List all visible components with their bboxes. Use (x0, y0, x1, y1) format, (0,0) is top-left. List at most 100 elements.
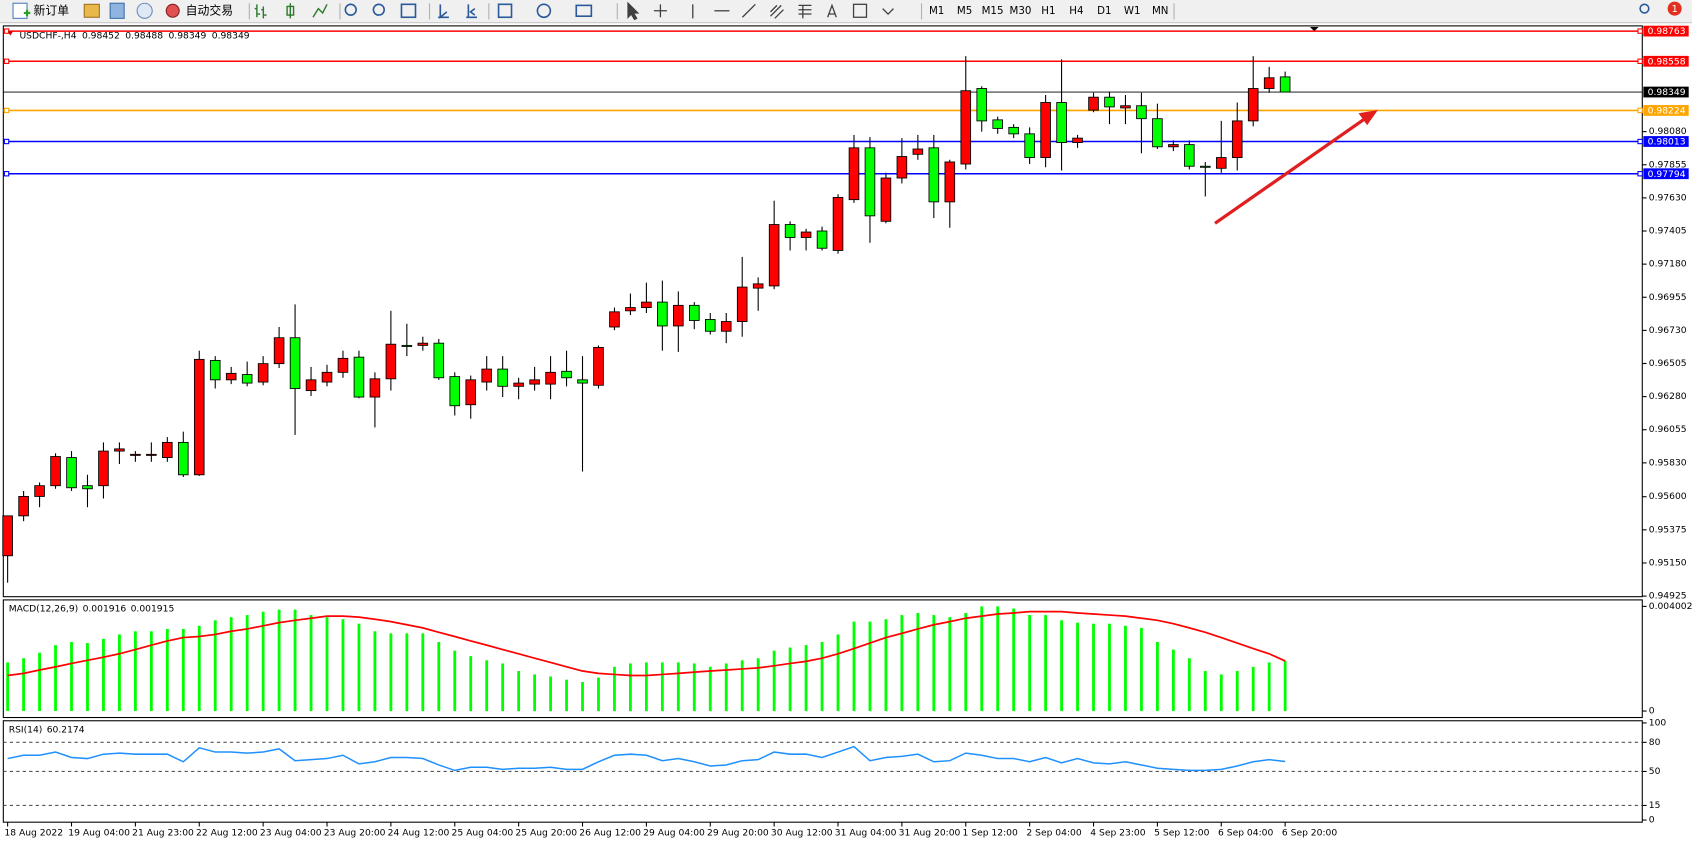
toolbar-button[interactable] (109, 2, 125, 19)
macd-bar (549, 676, 552, 712)
timeframe-button[interactable]: D1 (1097, 5, 1111, 17)
macd-bar (229, 617, 233, 712)
main-panel-frame (2, 25, 1643, 598)
label-button[interactable] (852, 3, 868, 18)
macd-bar (389, 633, 393, 712)
x-tick-label: 29 Aug 20:00 (707, 827, 769, 838)
trendline-button[interactable] (741, 3, 756, 18)
macd-bar (22, 658, 26, 712)
candle-body (704, 319, 716, 332)
plot-area: 0.98080 0.97855 0.97630 0.97405 0.97180 0.969… (2, 25, 1692, 838)
y-tick-label: 0.94925 (1649, 591, 1687, 602)
text-button[interactable] (827, 3, 837, 18)
candle-body (545, 371, 556, 385)
timeframe-button[interactable]: H4 (1069, 5, 1083, 17)
x-tick-label: 30 Aug 12:00 (771, 827, 833, 838)
arrows-button[interactable] (882, 8, 894, 15)
macd-bar (1092, 623, 1095, 712)
candle-body (257, 363, 269, 383)
timeframe-button[interactable]: M15 (982, 5, 1004, 17)
title: MACD(12,26,9) (9, 603, 79, 614)
line-chart-button[interactable] (312, 4, 328, 18)
level-price-box (1643, 25, 1689, 37)
y-tick-label: 0.96280 (1649, 391, 1687, 402)
macd-bar (852, 621, 856, 712)
zoom-out-button[interactable] (372, 3, 386, 16)
candle-chart-button[interactable] (286, 3, 295, 19)
timeframe-button[interactable]: MN (1152, 5, 1169, 17)
notification-button[interactable]: 1 (1667, 1, 1682, 16)
macd-bar (1108, 623, 1111, 712)
level-anchor (1637, 28, 1643, 34)
level-price-label: 0.98763 (1648, 26, 1686, 37)
current-value: 60.2174 (47, 724, 85, 735)
icon (165, 3, 180, 18)
macd-bar (54, 645, 57, 712)
tile-button[interactable] (400, 3, 417, 19)
macd-bar (405, 633, 409, 712)
x-tick-label: 25 Aug 20:00 (515, 827, 577, 838)
toolbar-button[interactable] (83, 3, 100, 18)
macd-bar (309, 615, 313, 712)
channel-button[interactable] (770, 4, 784, 19)
indicators-button[interactable] (497, 3, 513, 19)
macd-panel-frame (2, 599, 1643, 719)
timeframe-button[interactable]: W1 (1124, 5, 1141, 17)
candle-body (784, 224, 796, 238)
macd-bar (597, 677, 600, 712)
y-tick-label: 0.96955 (1649, 292, 1687, 303)
candle-body (657, 301, 668, 327)
macd-bar (836, 634, 840, 712)
periods-button[interactable] (536, 3, 552, 19)
macd-bar (38, 652, 41, 712)
templates-button[interactable] (575, 4, 593, 17)
zoom-in-button[interactable] (344, 3, 357, 16)
auto-trading-button[interactable]: 自动交易 (165, 3, 233, 18)
x-tick-label: 25 Aug 04:00 (452, 827, 514, 838)
chart-shift-button[interactable] (466, 4, 477, 19)
macd-bar (102, 638, 105, 712)
candle-body (114, 448, 125, 452)
candle-body (130, 453, 141, 456)
y-tick-label: 0.98080 (1649, 126, 1687, 137)
candle-body (433, 342, 445, 379)
bar-chart-button[interactable] (254, 4, 267, 19)
candle-body (321, 371, 333, 383)
macd-bar (197, 625, 201, 712)
macd-bar (213, 620, 217, 712)
timeframe-button[interactable]: M30 (1010, 5, 1032, 17)
candle-body (353, 356, 365, 398)
macd-bar (86, 643, 89, 712)
toolbar-button[interactable] (136, 2, 153, 19)
timeframe-button[interactable]: H1 (1041, 5, 1055, 17)
cursor-button[interactable] (627, 1, 640, 21)
candle-body (529, 379, 540, 385)
autoscroll-button[interactable] (438, 4, 449, 19)
candle-body (992, 119, 1003, 129)
current-value: 0.001916 (83, 603, 127, 614)
y-tick-label: 80 (1649, 737, 1661, 748)
indicator-title: RSI(14) 60.2174 (9, 724, 85, 735)
macd-bar (980, 606, 984, 712)
fibonacci-button[interactable] (798, 4, 812, 19)
new-order-button[interactable]: 新订单 (12, 2, 69, 19)
level-anchor (1637, 107, 1643, 114)
level-anchor (1637, 171, 1643, 177)
macd-bar (1060, 620, 1063, 712)
level-anchor (3, 138, 10, 145)
timeframe-button[interactable]: M1 (929, 5, 944, 17)
timeframe-button[interactable]: M5 (957, 5, 972, 17)
rsi-line (7, 745, 1286, 772)
search-button[interactable] (1639, 3, 1650, 14)
level-price-box (1643, 136, 1689, 147)
candle-body (289, 337, 301, 389)
candle-body (768, 224, 780, 287)
candle-body (577, 379, 588, 384)
y-tick-label: 100 (1649, 717, 1667, 728)
crosshair-button[interactable] (653, 4, 667, 18)
y-tick-label: 0.97630 (1649, 192, 1687, 203)
macd-bar (804, 645, 808, 712)
macd-bar (948, 617, 952, 712)
symbol: USDCHF-,H4 (20, 30, 77, 41)
macd-bar (261, 611, 265, 712)
